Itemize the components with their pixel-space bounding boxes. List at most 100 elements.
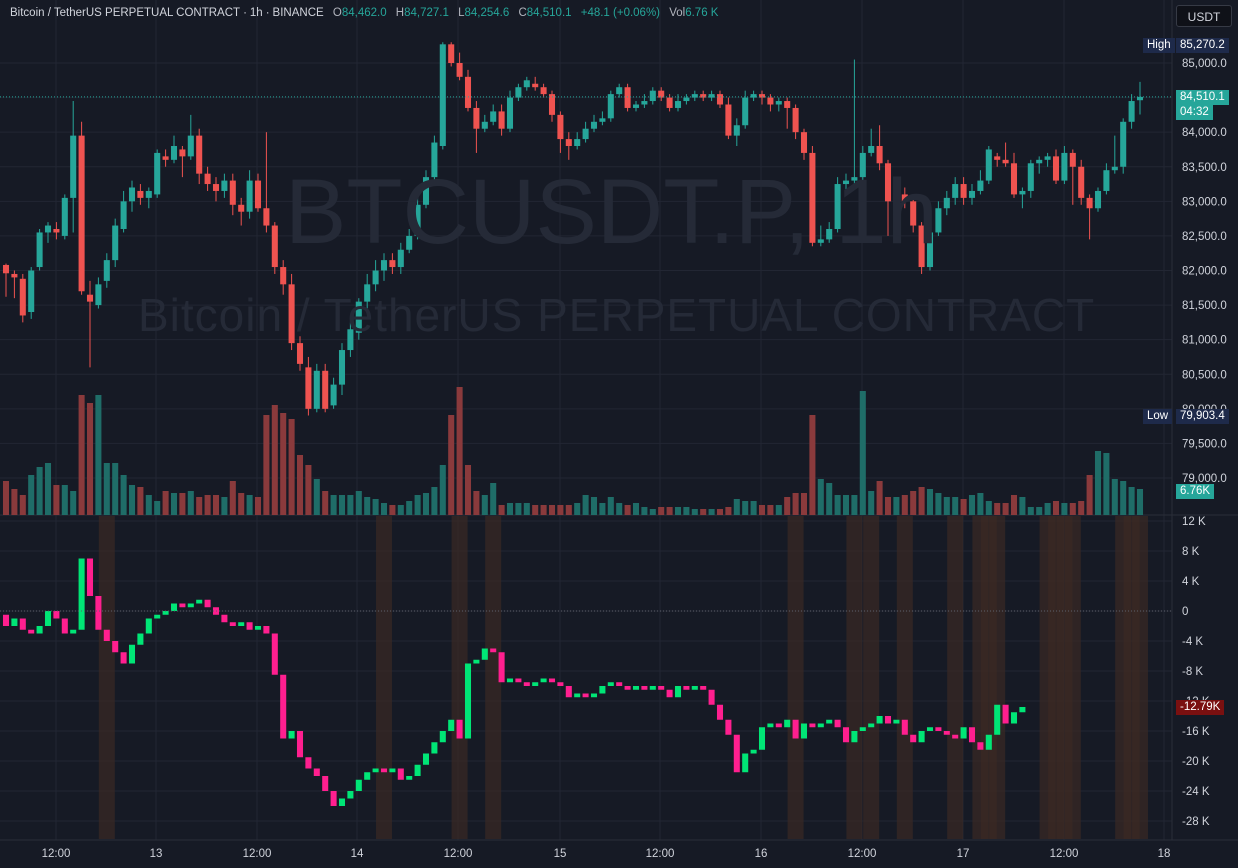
indicator-bar <box>775 723 782 728</box>
indicator-bar <box>985 734 992 750</box>
candle-body <box>313 370 320 409</box>
price-axis[interactable]: 85,000.084,500.084,000.083,500.083,000.0… <box>1182 58 1227 485</box>
volume-bar <box>800 493 808 515</box>
indicator-bar <box>372 768 379 773</box>
volume-bar <box>313 479 320 515</box>
indicator-bar <box>952 734 959 739</box>
candle-body <box>19 278 26 316</box>
legend-symbol[interactable]: Bitcoin / TetherUS PERPETUAL CONTRACT <box>10 7 241 19</box>
shade-column <box>863 516 880 839</box>
indicator-bar <box>784 719 791 728</box>
volume-bar <box>582 495 589 515</box>
price-tick-label: 81,500.0 <box>1182 300 1227 312</box>
volume-bar <box>540 505 547 515</box>
candle-body <box>800 132 808 153</box>
indicator-bar <box>179 603 186 608</box>
candle-body <box>347 329 354 351</box>
volume-bar <box>994 503 1001 515</box>
candle-body <box>901 194 908 202</box>
candle-body <box>464 76 472 108</box>
indicator-bar <box>708 689 715 705</box>
indicator-tick-label: -4 K <box>1182 636 1203 648</box>
indicator-bar <box>70 629 77 634</box>
candle-body <box>506 97 514 129</box>
candle-body <box>540 87 547 95</box>
indicator-bar <box>632 686 640 690</box>
volume-bar <box>977 493 984 515</box>
indicator-bar <box>1002 704 1009 724</box>
currency-unit-button[interactable]: USDT <box>1176 5 1232 27</box>
indicator-bar <box>498 652 505 683</box>
legend-o-label: O <box>332 7 342 19</box>
indicator-bar <box>322 776 329 791</box>
candle-body <box>1103 170 1110 191</box>
legend-exchange: BINANCE <box>272 7 324 19</box>
indicator-bar <box>758 727 766 750</box>
candle-body <box>985 149 992 181</box>
volume-bar <box>28 475 35 515</box>
candle-body <box>926 232 934 268</box>
indicator-bar <box>960 727 967 739</box>
volume-bar <box>112 463 119 515</box>
volume-bar <box>95 395 102 515</box>
candle-body <box>86 294 94 302</box>
indicator-bar <box>1010 712 1018 724</box>
high-label-tag: High <box>1143 38 1175 53</box>
candle-body <box>515 87 522 98</box>
candle-body <box>784 101 791 108</box>
candles <box>2 42 1144 416</box>
candle-body <box>212 184 220 191</box>
indicator-bar <box>154 614 161 619</box>
indicator-bar <box>859 727 866 731</box>
volume-bar <box>154 501 161 515</box>
volume-bar <box>2 481 10 515</box>
volume-bar <box>607 497 614 515</box>
volume-bar <box>599 503 606 515</box>
indicator-bar <box>540 678 547 683</box>
volume-bar <box>523 503 530 515</box>
volume-bar <box>86 403 94 515</box>
volume-bar <box>666 507 673 515</box>
volume-bar <box>322 491 329 515</box>
indicator-bar <box>994 704 1001 735</box>
indicator-bar <box>926 727 934 731</box>
indicator-bar <box>901 719 908 735</box>
volume-bar <box>1027 507 1034 515</box>
volume-bar <box>473 491 480 515</box>
volume-bar <box>826 483 833 515</box>
candle-body <box>943 197 950 209</box>
volume-bar <box>137 487 144 515</box>
volume-bar <box>506 503 514 515</box>
candle-body <box>397 249 404 268</box>
volume-bar <box>212 495 220 515</box>
shade-column <box>1064 516 1081 839</box>
low-value-tag: 79,903.4 <box>1176 409 1229 424</box>
volume-tag: 6.76K <box>1176 484 1215 499</box>
candle-body <box>523 80 530 88</box>
time-tick-label: 12:00 <box>42 848 71 860</box>
shade-column <box>1132 516 1148 839</box>
indicator-bar <box>1019 707 1026 713</box>
candle-body <box>725 104 732 136</box>
volume-bar <box>53 485 60 515</box>
guides <box>0 96 1172 612</box>
candle-body <box>1094 190 1102 209</box>
volume-bar <box>842 495 850 515</box>
price-tick-label: 81,000.0 <box>1182 335 1227 347</box>
candle-body <box>187 135 194 157</box>
candle-body <box>750 94 757 98</box>
indicator-bar <box>355 779 362 791</box>
candle-body <box>355 301 362 333</box>
time-tick-label: 13 <box>150 848 163 860</box>
indicator-bar <box>557 682 564 686</box>
time-axis[interactable]: 12:00 13 12:00 14 12:00 15 12:00 16 12:00 17 12:00… <box>42 848 1171 860</box>
indicator-bar <box>910 734 917 743</box>
candle-body <box>607 94 614 119</box>
candle-body <box>716 94 724 105</box>
legend-high: 84,727.1 <box>404 7 449 19</box>
indicator-bar <box>490 648 497 653</box>
time-tick-label: 18 <box>1158 848 1171 860</box>
indicator-bar <box>725 719 732 735</box>
time-tick-label: 14 <box>351 848 364 860</box>
